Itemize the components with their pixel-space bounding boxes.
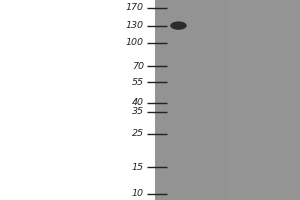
Text: 70: 70 (132, 62, 144, 71)
Bar (154, 0, 300, 200)
Text: 35: 35 (132, 107, 144, 116)
Text: 170: 170 (126, 3, 144, 12)
Text: 55: 55 (132, 78, 144, 87)
Bar (0, 0, 154, 200)
Text: 40: 40 (132, 98, 144, 107)
Text: 100: 100 (126, 38, 144, 47)
Text: 130: 130 (126, 21, 144, 30)
Text: 25: 25 (132, 129, 144, 138)
Ellipse shape (170, 21, 187, 30)
Text: 10: 10 (132, 190, 144, 198)
Text: 15: 15 (132, 163, 144, 172)
Bar (154, 0, 228, 200)
